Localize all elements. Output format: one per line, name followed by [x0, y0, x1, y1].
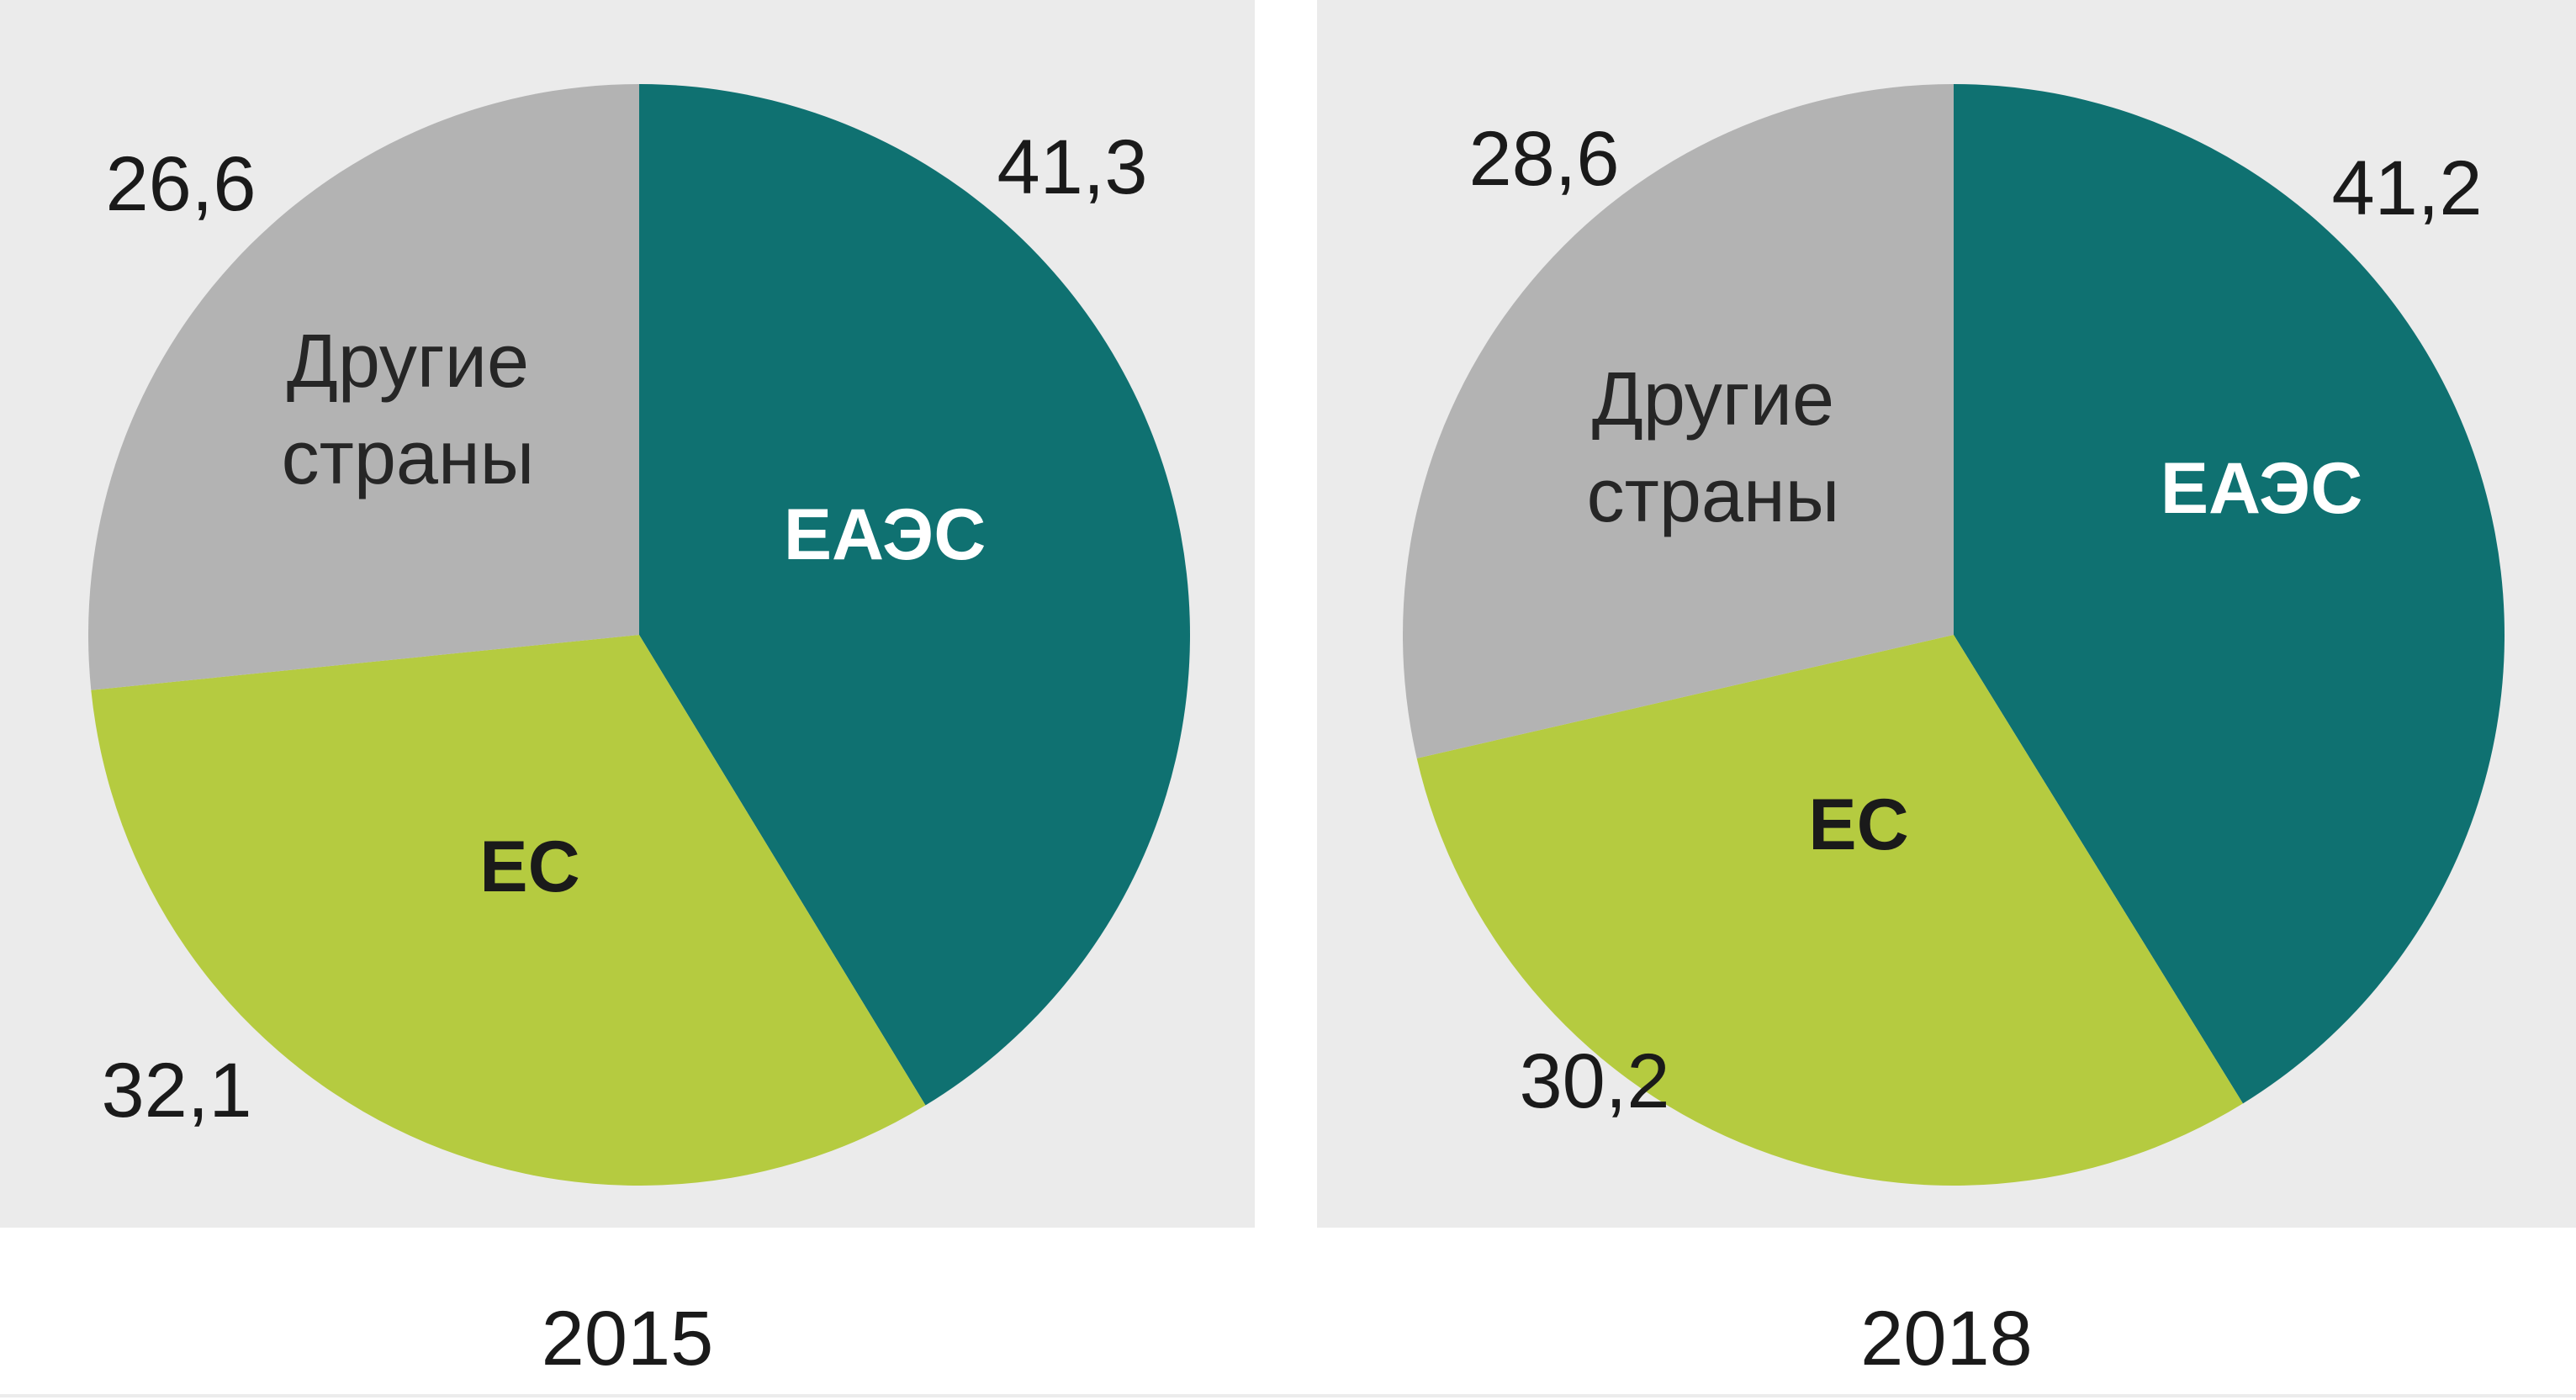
- divider: [0, 1394, 2576, 1397]
- pie-slice-другие-страны: [87, 84, 639, 690]
- pie-slice-еаэс: [1954, 84, 2505, 1104]
- slice-value-label: 41,2: [2331, 145, 2482, 231]
- slice-category-label: Другие страны: [282, 320, 535, 500]
- pie-chart-2015: ЕАЭС ЕС Другие страны 41,3 32,1 26,6 2015: [0, 0, 1255, 1400]
- slice-value-label: 32,1: [101, 1048, 251, 1133]
- pie-slice-ес: [1416, 635, 2243, 1186]
- slice-category-label: ЕАЭС: [784, 494, 986, 575]
- year-label: 2015: [541, 1296, 714, 1382]
- pie-svg-2015: ЕАЭС ЕС Другие страны 41,3 32,1 26,6: [87, 84, 1190, 1186]
- slice-value-label: 28,6: [1468, 116, 1619, 202]
- pie-slice-еаэс: [639, 84, 1190, 1106]
- pie-slice-другие-страны: [1403, 84, 1954, 758]
- slice-category-label: ЕС: [1808, 785, 1908, 865]
- slice-value-label: 41,3: [997, 124, 1147, 210]
- slice-category-label: Другие страны: [1587, 357, 1840, 538]
- slice-value-label: 30,2: [1519, 1038, 1669, 1124]
- pie-svg-2018: ЕАЭС ЕС Другие страны 41,2 30,2 28,6: [1403, 84, 2505, 1186]
- pie-chart-2018: ЕАЭС ЕС Другие страны 41,2 30,2 28,6 2018: [1317, 0, 2576, 1400]
- slice-category-label: ЕС: [479, 827, 579, 907]
- year-label: 2018: [1860, 1296, 2033, 1382]
- slice-category-label: ЕАЭС: [2161, 448, 2363, 529]
- slice-value-label: 26,6: [105, 141, 256, 227]
- pie-slice-ес: [91, 635, 926, 1186]
